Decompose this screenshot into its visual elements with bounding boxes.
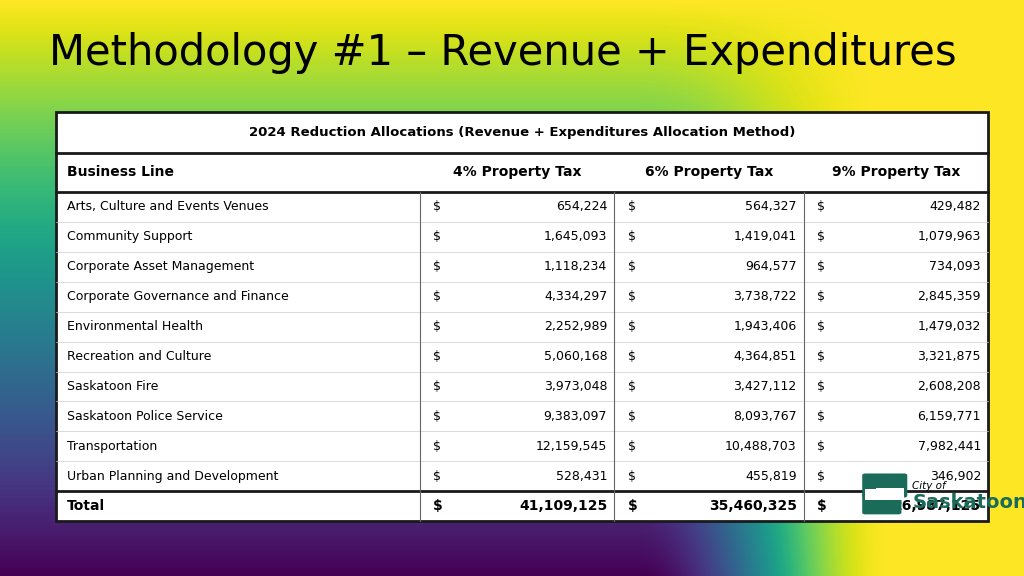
Text: $: $ [433,230,441,243]
Text: Saskatoon: Saskatoon [912,492,1024,511]
Text: $: $ [433,200,441,213]
Text: 35,460,325: 35,460,325 [709,499,797,513]
Text: 2,845,359: 2,845,359 [918,290,981,303]
Text: 1,943,406: 1,943,406 [733,320,797,333]
Text: $: $ [628,470,636,483]
Text: 654,224: 654,224 [556,200,607,213]
Text: Saskatoon Police Service: Saskatoon Police Service [67,410,222,423]
Text: 429,482: 429,482 [930,200,981,213]
Text: 564,327: 564,327 [745,200,797,213]
Text: Arts, Culture and Events Venues: Arts, Culture and Events Venues [67,200,268,213]
Text: $: $ [817,380,825,393]
Text: 10,488,703: 10,488,703 [725,440,797,453]
Text: Environmental Health: Environmental Health [67,320,203,333]
Text: $: $ [628,410,636,423]
Text: $: $ [628,230,636,243]
Text: $: $ [433,380,441,393]
Text: $: $ [628,440,636,453]
Text: 346,902: 346,902 [930,470,981,483]
Text: $: $ [433,410,441,423]
Text: Corporate Asset Management: Corporate Asset Management [67,260,254,273]
Text: 4% Property Tax: 4% Property Tax [453,165,582,179]
Text: 3,427,112: 3,427,112 [733,380,797,393]
Text: Transportation: Transportation [67,440,157,453]
Text: 1,079,963: 1,079,963 [918,230,981,243]
Text: 2,608,208: 2,608,208 [918,380,981,393]
Text: 41,109,125: 41,109,125 [519,499,607,513]
Text: 4,334,297: 4,334,297 [544,290,607,303]
Text: $: $ [817,350,825,363]
Text: $: $ [628,499,638,513]
Text: $: $ [817,470,825,483]
Text: 1,479,032: 1,479,032 [918,320,981,333]
Text: $: $ [817,320,825,333]
Text: $: $ [628,380,636,393]
Text: $: $ [433,350,441,363]
Text: 1,419,041: 1,419,041 [733,230,797,243]
Text: 1,118,234: 1,118,234 [544,260,607,273]
Text: $: $ [817,499,827,513]
Text: 4,364,851: 4,364,851 [733,350,797,363]
Text: $: $ [433,320,441,333]
Text: 7,982,441: 7,982,441 [918,440,981,453]
Text: 26,987,125: 26,987,125 [893,499,981,513]
Text: $: $ [817,290,825,303]
Text: 734,093: 734,093 [930,260,981,273]
Text: 2,252,989: 2,252,989 [544,320,607,333]
Text: 3,321,875: 3,321,875 [918,350,981,363]
Text: 455,819: 455,819 [745,470,797,483]
Text: 12,159,545: 12,159,545 [536,440,607,453]
Text: $: $ [433,260,441,273]
Text: 3,738,722: 3,738,722 [733,290,797,303]
Text: Total: Total [67,499,104,513]
Text: $: $ [433,440,441,453]
Text: 1,645,093: 1,645,093 [544,230,607,243]
Text: $: $ [433,499,443,513]
Text: 964,577: 964,577 [745,260,797,273]
Text: 8,093,767: 8,093,767 [733,410,797,423]
Text: Methodology #1 – Revenue + Expenditures: Methodology #1 – Revenue + Expenditures [49,32,956,74]
Text: $: $ [817,260,825,273]
Text: $: $ [817,410,825,423]
Text: $: $ [817,440,825,453]
Text: Community Support: Community Support [67,230,191,243]
Text: Corporate Governance and Finance: Corporate Governance and Finance [67,290,289,303]
Text: 2024 Reduction Allocations (Revenue + Expenditures Allocation Method): 2024 Reduction Allocations (Revenue + Ex… [249,126,796,139]
Text: Business Line: Business Line [67,165,173,179]
Text: $: $ [433,470,441,483]
Text: Saskatoon Fire: Saskatoon Fire [67,380,158,393]
Text: $: $ [628,200,636,213]
Text: 3,973,048: 3,973,048 [544,380,607,393]
Text: 5,060,168: 5,060,168 [544,350,607,363]
Text: Recreation and Culture: Recreation and Culture [67,350,211,363]
Text: 6% Property Tax: 6% Property Tax [645,165,773,179]
Text: $: $ [817,200,825,213]
Text: 528,431: 528,431 [556,470,607,483]
Text: $: $ [817,230,825,243]
Text: $: $ [628,260,636,273]
Text: $: $ [628,320,636,333]
Text: 9,383,097: 9,383,097 [544,410,607,423]
Text: $: $ [433,290,441,303]
Text: Urban Planning and Development: Urban Planning and Development [67,470,278,483]
Text: $: $ [628,290,636,303]
Text: 6,159,771: 6,159,771 [918,410,981,423]
Text: $: $ [628,350,636,363]
Text: 9% Property Tax: 9% Property Tax [831,165,961,179]
Text: City of: City of [912,481,946,491]
